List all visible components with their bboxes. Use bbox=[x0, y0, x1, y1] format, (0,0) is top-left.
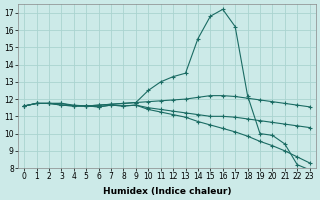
X-axis label: Humidex (Indice chaleur): Humidex (Indice chaleur) bbox=[103, 187, 231, 196]
